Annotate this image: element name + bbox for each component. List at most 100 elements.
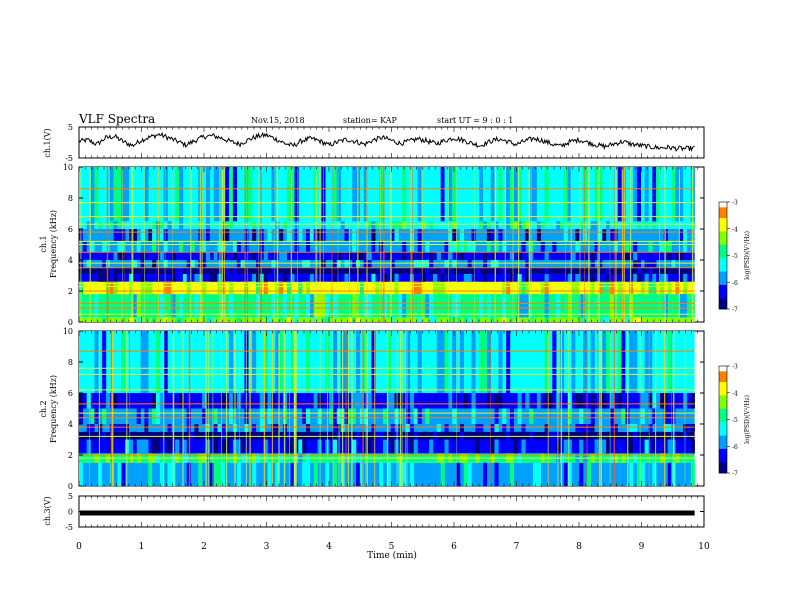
spectrogram-cell [563,424,568,432]
colorbar-segment [719,271,727,275]
spectrogram-cell [463,241,468,253]
spectrogram-cell [502,273,507,282]
spectrogram-cell [652,167,657,222]
spectrogram-cell [452,229,457,242]
spectrogram-cell [383,439,388,454]
spectrogram-cell [213,439,218,454]
spectrogram-cell [240,252,245,261]
spectrogram-cell [613,431,618,440]
spectrogram-cell [86,229,91,242]
colorbar-segment [719,223,727,227]
spectrogram-cell [667,439,672,454]
spectrogram-cell [294,167,299,222]
spectrogram-cell [402,431,407,440]
spectrogram-cell [490,408,495,424]
spectrogram-cell [359,462,364,487]
colorbar-segment [719,403,727,407]
spectrogram-cell [290,462,295,487]
spectrogram-cell [294,229,299,242]
spectrogram-cell [136,267,141,274]
spectrogram-cell [544,281,549,295]
colorbar-segment [719,462,727,466]
spectrogram-cell [494,221,499,230]
colorbar-segment [719,255,727,259]
spectrogram-cell [298,424,303,432]
spectrogram-cell [463,221,468,230]
spectrogram-cell [590,221,595,230]
spectrogram-cell [244,167,249,222]
spectrogram-cell [336,260,341,268]
spectrogram-cell [452,408,457,424]
spectrogram-cell [217,424,222,432]
colorbar-segment [719,387,727,391]
spectrogram-cell [686,260,691,268]
spectrogram-cell [683,281,688,295]
spectrogram-cell [306,241,311,253]
spectrogram-cell [290,167,295,222]
ch3-waveform-ytick-label: 5 [68,492,73,501]
spectrogram-cell [521,424,526,432]
spectrogram-cell [636,267,641,274]
colorbar-segment [719,284,727,288]
spectrogram-cell [640,408,645,424]
spectrogram-cell [98,462,103,487]
spectrogram-cell [306,294,311,318]
spectrogram-cell [479,294,484,318]
spectrogram-cell [186,408,191,424]
spectrogram-cell [502,393,507,409]
spectrogram-cell [425,260,430,268]
spectrogram-cell [263,281,268,295]
spectrogram-cell [475,439,480,454]
colorbar-segment [719,470,727,474]
spectrogram-cell [371,221,376,230]
spectrogram-cell [436,267,441,274]
spectrogram-cell [371,229,376,242]
spectrogram-cell [471,267,476,274]
spectrogram-cell [325,267,330,274]
spectrogram-cell [286,281,291,295]
spectrogram-cell [190,241,195,253]
spectrogram-cell [367,273,372,282]
spectrogram-cell [452,424,457,432]
spectrogram-cell [390,229,395,242]
colorbar-segment [719,282,727,286]
spectrogram-cell [167,462,172,487]
spectrogram-cell [236,439,241,454]
spectrogram-cell [167,252,172,261]
spectrogram-cell [252,331,257,393]
spectrogram-cell [594,167,599,222]
spectrogram-cell [459,252,464,261]
spectrogram-cell [329,393,334,409]
spectrogram-cell [544,167,549,222]
xtick-label: 3 [264,542,270,552]
spectrogram-cell [667,393,672,409]
spectrogram-cell [371,331,376,393]
spectrogram-cell [206,167,211,222]
colorbar-segment [719,300,727,305]
ch1-waveform-ytick-label: -5 [65,154,73,163]
spectrogram-cell [429,260,434,268]
spectrogram-cell [221,294,226,318]
spectrogram-cell [536,167,541,222]
spectrogram-cell [109,281,114,295]
spectrogram-cell [629,281,634,295]
spectrogram-cell [90,281,95,295]
spectrogram-cell [417,241,422,253]
spectrogram-cell [490,294,495,318]
spectrogram-cell [675,431,680,440]
spectrogram-cell [498,229,503,242]
spectrogram-cell [332,424,337,432]
ch1-spectrogram-ytick-label: 6 [68,225,73,234]
spectrogram-cell [394,431,399,440]
spectrogram-cell [560,221,565,230]
spectrogram-cell [648,281,653,295]
spectrogram-cell [479,167,484,222]
spectrogram-cell [448,229,453,242]
spectrogram-cell [317,439,322,454]
spectrogram-cell [509,408,514,424]
ch2-spectrogram-ytick-label: 8 [68,358,73,367]
xtick-label: 6 [451,542,457,552]
spectrogram-cell [179,229,184,242]
colorbar-segment [719,443,727,447]
